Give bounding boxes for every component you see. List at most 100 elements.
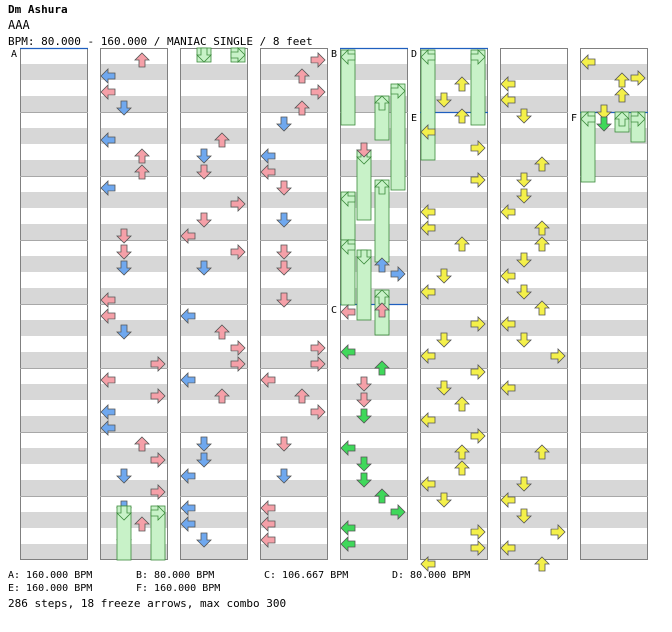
step-arrow	[436, 492, 452, 508]
step-arrow	[116, 260, 132, 276]
beat-stripe	[180, 288, 248, 304]
beat-stripe	[500, 160, 568, 176]
step-arrow	[470, 316, 486, 332]
beat-stripe	[100, 224, 168, 240]
step-arrow	[614, 72, 630, 88]
beat-stripe	[260, 128, 328, 144]
beat-stripe	[580, 288, 648, 304]
step-arrow	[310, 340, 326, 356]
freeze-arrow-head	[614, 111, 630, 127]
beat-stripe	[500, 256, 568, 272]
beat-stripe	[100, 320, 168, 336]
beat-stripe	[500, 544, 568, 560]
beat-stripe	[580, 416, 648, 432]
beat-stripe	[420, 448, 488, 464]
beat-stripe	[100, 192, 168, 208]
beat-stripe	[20, 448, 88, 464]
beat-stripe	[20, 384, 88, 400]
beat-stripe	[260, 192, 328, 208]
beat-stripe	[180, 512, 248, 528]
step-arrow	[516, 284, 532, 300]
step-arrow	[310, 404, 326, 420]
beat-stripe	[420, 128, 488, 144]
beat-stripe	[20, 512, 88, 528]
step-arrow	[180, 516, 196, 532]
step-arrow	[100, 404, 116, 420]
step-arrow	[150, 356, 166, 372]
step-arrow	[500, 268, 516, 284]
step-arrow	[534, 444, 550, 460]
step-arrow	[436, 332, 452, 348]
beat-stripe	[420, 480, 488, 496]
step-arrow	[420, 284, 436, 300]
beat-stripe	[500, 416, 568, 432]
beat-stripe	[340, 544, 408, 560]
freeze-arrow-head	[580, 111, 596, 127]
step-arrow	[116, 100, 132, 116]
step-arrow	[470, 140, 486, 156]
beat-stripe	[340, 384, 408, 400]
step-arrow	[470, 172, 486, 188]
step-arrow	[550, 524, 566, 540]
section-marker-label: F	[571, 113, 577, 124]
freeze-arrow-head	[390, 83, 406, 99]
beat-stripe	[20, 224, 88, 240]
step-arrow	[150, 452, 166, 468]
step-arrow	[420, 220, 436, 236]
step-arrow	[100, 420, 116, 436]
beat-stripe	[20, 160, 88, 176]
bpm-legend-f: F: 160.000 BPM	[136, 583, 221, 594]
bpm-legend-b: B: 80.000 BPM	[136, 570, 215, 581]
step-arrow	[470, 524, 486, 540]
step-arrow	[436, 92, 452, 108]
beat-stripe	[100, 128, 168, 144]
step-arrow	[116, 468, 132, 484]
bpm-legend-e: E: 160.000 BPM	[8, 583, 93, 594]
beat-stripe	[340, 416, 408, 432]
step-arrow	[470, 540, 486, 556]
step-arrow	[356, 408, 372, 424]
step-arrow	[470, 364, 486, 380]
beat-stripe	[20, 64, 88, 80]
step-arrow	[310, 356, 326, 372]
step-arrow	[116, 244, 132, 260]
step-arrow	[116, 324, 132, 340]
section-marker-label: D	[411, 49, 417, 60]
step-arrow	[260, 532, 276, 548]
beat-stripe	[180, 544, 248, 560]
beat-stripe	[180, 416, 248, 432]
step-arrow	[614, 87, 630, 103]
step-arrow	[230, 196, 246, 212]
freeze-arrow-head	[340, 49, 356, 65]
step-arrow	[534, 156, 550, 172]
section-marker-label: A	[11, 49, 17, 60]
step-arrow	[260, 372, 276, 388]
beat-stripe	[500, 480, 568, 496]
beat-stripe	[500, 384, 568, 400]
beat-stripe	[20, 192, 88, 208]
beat-stripe	[340, 64, 408, 80]
step-arrow	[230, 244, 246, 260]
beat-stripe	[340, 320, 408, 336]
beat-stripe	[100, 256, 168, 272]
beat-stripe	[580, 160, 648, 176]
step-arrow	[276, 436, 292, 452]
beat-stripe	[180, 96, 248, 112]
step-arrow	[534, 220, 550, 236]
step-arrow	[230, 340, 246, 356]
beat-stripe	[180, 384, 248, 400]
bpm-legend-a: A: 160.000 BPM	[8, 570, 93, 581]
step-arrow	[100, 68, 116, 84]
beat-stripe	[420, 416, 488, 432]
step-arrow	[340, 536, 356, 552]
beat-stripe	[260, 288, 328, 304]
beat-stripe	[180, 480, 248, 496]
bpm-info: BPM: 80.000 - 160.000 / MANIAC SINGLE / …	[8, 35, 313, 48]
step-arrow	[470, 428, 486, 444]
beat-stripe	[580, 384, 648, 400]
step-arrow	[260, 164, 276, 180]
beat-stripe	[20, 256, 88, 272]
step-arrow	[134, 164, 150, 180]
beat-stripe	[420, 256, 488, 272]
beat-stripe	[180, 128, 248, 144]
